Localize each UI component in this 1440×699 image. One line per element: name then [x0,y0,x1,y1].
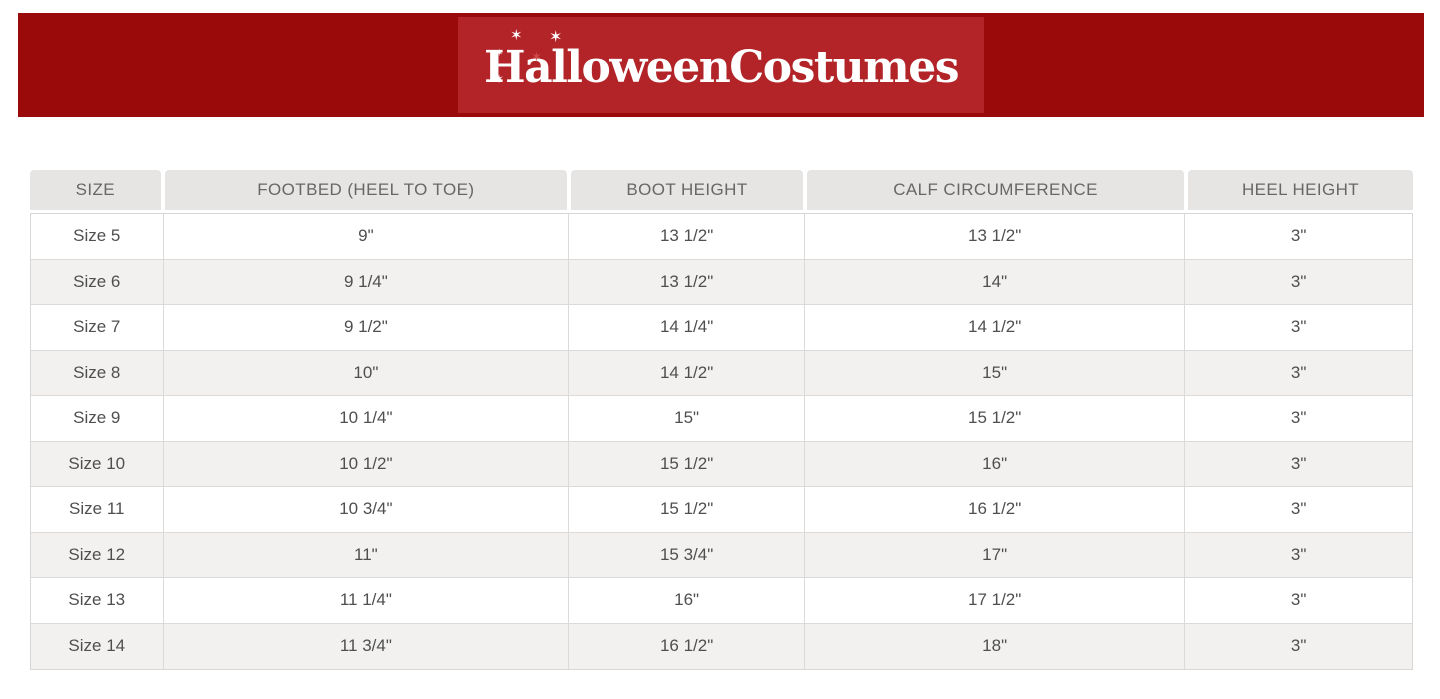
table-cell: 15 1/2" [805,396,1186,441]
column-header: BOOT HEIGHT [571,170,804,210]
table-cell: 16" [805,441,1186,486]
table-cell: 13 1/2" [805,214,1186,259]
table-cell: 14 1/2" [569,350,805,395]
table-cell: 13 1/2" [569,259,805,304]
size-label-cell: Size 11 [31,487,164,532]
size-label-cell: Size 6 [31,259,164,304]
table-cell: 14 1/2" [805,305,1186,350]
size-label-cell: Size 10 [31,441,164,486]
table-cell: 9 1/2" [164,305,570,350]
table-header-row: SIZE FOOTBED (HEEL TO TOE) BOOT HEIGHT CALF… [30,170,1413,210]
table-cell: 14 1/4" [569,305,805,350]
table-cell: 11 1/4" [164,578,570,623]
table-cell: 10 1/4" [164,396,570,441]
table-cell: 10 1/2" [164,441,570,486]
table-cell: 9 1/4" [164,259,570,304]
table-cell: 3" [1290,362,1307,382]
table-row: Size 13 11 1/4" 16" 17 1/2" 3" [31,578,1412,624]
table-cell: 16 1/2" [569,623,805,669]
table-row: Size 8 10" 14 1/2" 15" 3" [31,350,1412,396]
table-cell: 3" [1290,544,1307,564]
column-header: CALF CIRCUMFERENCE [807,170,1185,210]
table-cell: 3" [1290,271,1307,291]
site-header-banner: ✶ ✶ ✶ ✶ ✶ HalloweenCostumes [18,13,1424,117]
table-cell: 16 1/2" [805,487,1186,532]
table-cell: 10 3/4" [164,487,570,532]
table-row: Size 11 10 3/4" 15 1/2" 16 1/2" 3" [31,487,1412,533]
column-header: SIZE [30,170,161,210]
table-row: Size 14 11 3/4" 16 1/2" 18" 3" [31,623,1412,669]
table-cell: 3" [1290,590,1307,610]
table-row: Size 10 10 1/2" 15 1/2" 16" 3" [31,441,1412,487]
table-cell: 15" [569,396,805,441]
table-row: Size 12 11" 15 3/4" 17" 3" [31,532,1412,578]
size-label-cell: Size 8 [31,350,164,395]
table-cell: 13 1/2" [569,214,805,259]
column-header: FOOTBED (HEEL TO TOE) [164,170,567,210]
table-cell: 3" [1290,226,1307,246]
table-cell: 3" [1290,499,1307,519]
size-label-cell: Size 5 [31,214,164,259]
table-cell: 3" [1290,636,1307,656]
column-header: HEEL HEIGHT [1188,170,1413,210]
table-cell: 17 1/2" [805,578,1186,623]
size-label-cell: Size 7 [31,305,164,350]
size-label-cell: Size 14 [31,623,164,669]
size-label-cell: Size 13 [31,578,164,623]
site-logo[interactable]: ✶ ✶ ✶ ✶ ✶ HalloweenCostumes [458,17,984,113]
table-cell: 11 3/4" [164,623,570,669]
size-label-cell: Size 9 [31,396,164,441]
table-cell: 3" [1290,317,1307,337]
table-cell: 18" [805,623,1186,669]
table-cell: 14" [805,259,1186,304]
table-cell: 15 3/4" [569,532,805,577]
table-row: Size 9 10 1/4" 15" 15 1/2" 3" [31,396,1412,442]
table-cell: 3" [1290,453,1307,473]
table-cell: 16" [569,578,805,623]
table-cell: 15" [805,350,1186,395]
table-cell: 11" [164,532,570,577]
table-cell: 9" [164,214,570,259]
table-cell: 10" [164,350,570,395]
boot-size-chart: SIZE FOOTBED (HEEL TO TOE) BOOT HEIGHT CALF… [30,170,1413,670]
size-label-cell: Size 12 [31,532,164,577]
table-row: Size 5 9" 13 1/2" 13 1/2" 3" [31,214,1412,260]
logo-text: HalloweenCostumes [484,42,960,93]
table-cell: 15 1/2" [569,441,805,486]
table-cell: 17" [805,532,1186,577]
table-cell: 3" [1290,408,1307,428]
table-cell: 15 1/2" [569,487,805,532]
